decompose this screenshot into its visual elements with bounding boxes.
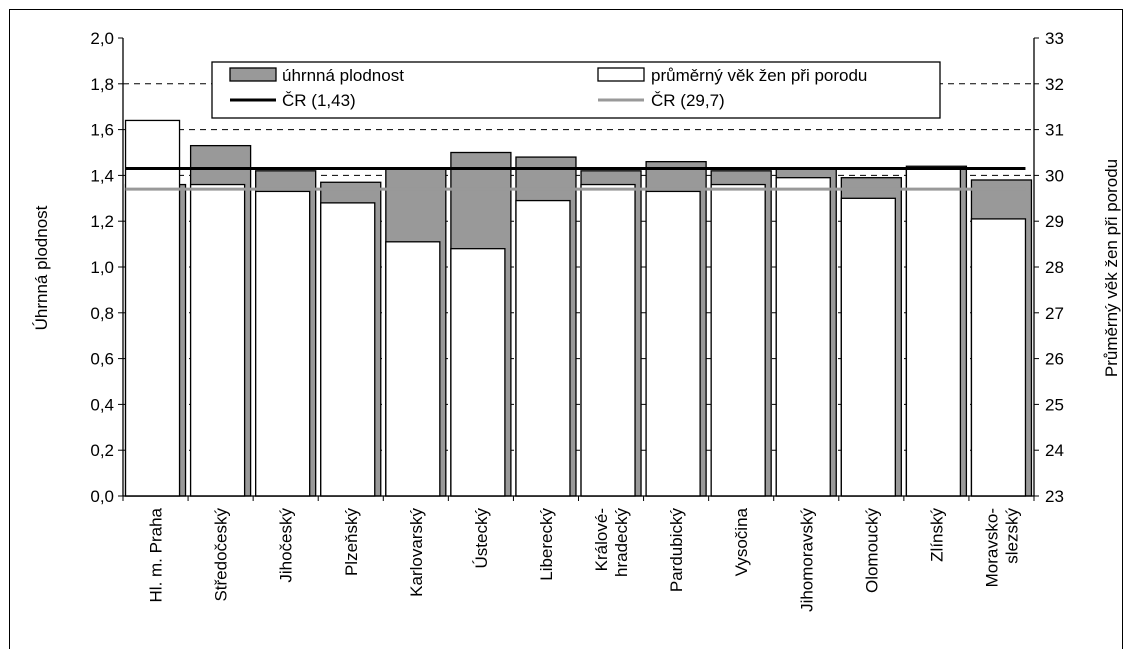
left-tick-label: 1,2 — [90, 212, 114, 231]
bar-mean-age — [124, 119, 181, 497]
category-label-line: Vysočina — [732, 507, 751, 576]
legend-label-fertility: úhrnná plodnost — [282, 66, 404, 85]
category-label: Plzeňský — [342, 508, 361, 577]
category-label: Středočeský — [212, 508, 231, 602]
right-tick-label: 25 — [1045, 395, 1064, 414]
bar-mean-age — [775, 177, 831, 497]
bar-mean-age — [580, 183, 636, 497]
right-tick-label: 27 — [1045, 304, 1064, 323]
right-tick-label: 24 — [1045, 441, 1064, 460]
category-label-line: Moravsko- — [982, 508, 1001, 587]
category-label-line: slezský — [1002, 508, 1021, 564]
right-tick-label: 33 — [1045, 29, 1064, 48]
legend: úhrnná plodnost průměrný věk žen při poro… — [211, 61, 941, 119]
category-label: Ústecký — [472, 508, 491, 569]
legend-label-fertility-ref: ČR (1,43) — [282, 91, 356, 110]
category-label-line: Pardubický — [667, 508, 686, 593]
left-axis-title: Úhrnná plodnost — [32, 205, 51, 330]
category-label-line: Karlovarský — [407, 508, 426, 597]
plot-area: 0,0 0,2 0,4 0,6 0,8 1,0 1,2 1,4 1,6 1,8 2,0 23 24 25 2… — [90, 29, 1064, 612]
left-tick-label: 0,6 — [90, 350, 114, 369]
right-axis-title: Průměrný věk žen při porodu — [1102, 159, 1121, 377]
bar-mean-age — [905, 167, 962, 497]
right-tick-label: 31 — [1045, 121, 1064, 140]
category-label: Liberecký — [537, 508, 556, 581]
right-tick-label: 32 — [1045, 75, 1064, 94]
left-tick-label: 0,2 — [90, 441, 114, 460]
category-label: Moravsko-slezský — [982, 508, 1021, 588]
bar-mean-age — [450, 248, 506, 497]
bar-mean-age — [385, 241, 441, 497]
category-label: Karlovarský — [407, 508, 426, 597]
bar-mean-age — [515, 199, 571, 497]
bar-mean-age — [255, 190, 311, 497]
category-label-line: Ústecký — [472, 508, 491, 569]
category-label-line: Zlínský — [927, 508, 946, 562]
bar-mean-age — [710, 183, 766, 497]
bar-mean-age — [970, 218, 1027, 497]
right-tick-label: 28 — [1045, 258, 1064, 277]
category-label: Králové-hradecký — [592, 508, 631, 577]
legend-box — [211, 61, 941, 119]
category-label-line: Králové- — [592, 508, 611, 571]
category-label: Jihomoravský — [797, 508, 816, 612]
category-label: Jihočeský — [277, 508, 296, 583]
category-label-line: hradecký — [612, 508, 631, 577]
left-tick-label: 1,8 — [90, 75, 114, 94]
left-tick-label: 0,0 — [90, 487, 114, 506]
left-tick-label: 0,4 — [90, 395, 114, 414]
category-label: Vysočina — [732, 507, 751, 576]
category-label-line: Plzeňský — [342, 508, 361, 577]
category-label: Zlínský — [927, 508, 946, 562]
bar-mean-age — [189, 183, 246, 497]
category-label: Pardubický — [667, 508, 686, 593]
right-tick-label: 26 — [1045, 350, 1064, 369]
category-label-line: Středočeský — [212, 508, 231, 602]
bar-mean-age — [840, 197, 896, 497]
category-label-line: Olomoucký — [862, 508, 881, 594]
left-tick-label: 1,6 — [90, 121, 114, 140]
left-tick-label: 1,4 — [90, 166, 114, 185]
left-tick-label: 2,0 — [90, 29, 114, 48]
right-tick-label: 30 — [1045, 166, 1064, 185]
legend-swatch-mean-age — [597, 67, 645, 82]
legend-swatch-fertility — [229, 67, 277, 82]
right-tick-label: 29 — [1045, 212, 1064, 231]
category-label-line: Jihočeský — [277, 508, 296, 583]
left-tick-label: 0,8 — [90, 304, 114, 323]
category-label: Hl. m. Praha — [147, 507, 166, 602]
right-tick-label: 23 — [1045, 487, 1064, 506]
category-label: Olomoucký — [862, 508, 881, 594]
legend-label-age-ref: ČR (29,7) — [651, 91, 725, 110]
category-label-line: Hl. m. Praha — [147, 507, 166, 602]
category-label-line: Jihomoravský — [797, 508, 816, 612]
category-label-line: Liberecký — [537, 508, 556, 581]
bar-mean-age — [645, 190, 701, 497]
bar-mean-age — [320, 202, 376, 497]
legend-label-mean-age: průměrný věk žen při porodu — [651, 66, 867, 85]
left-tick-label: 1,0 — [90, 258, 114, 277]
